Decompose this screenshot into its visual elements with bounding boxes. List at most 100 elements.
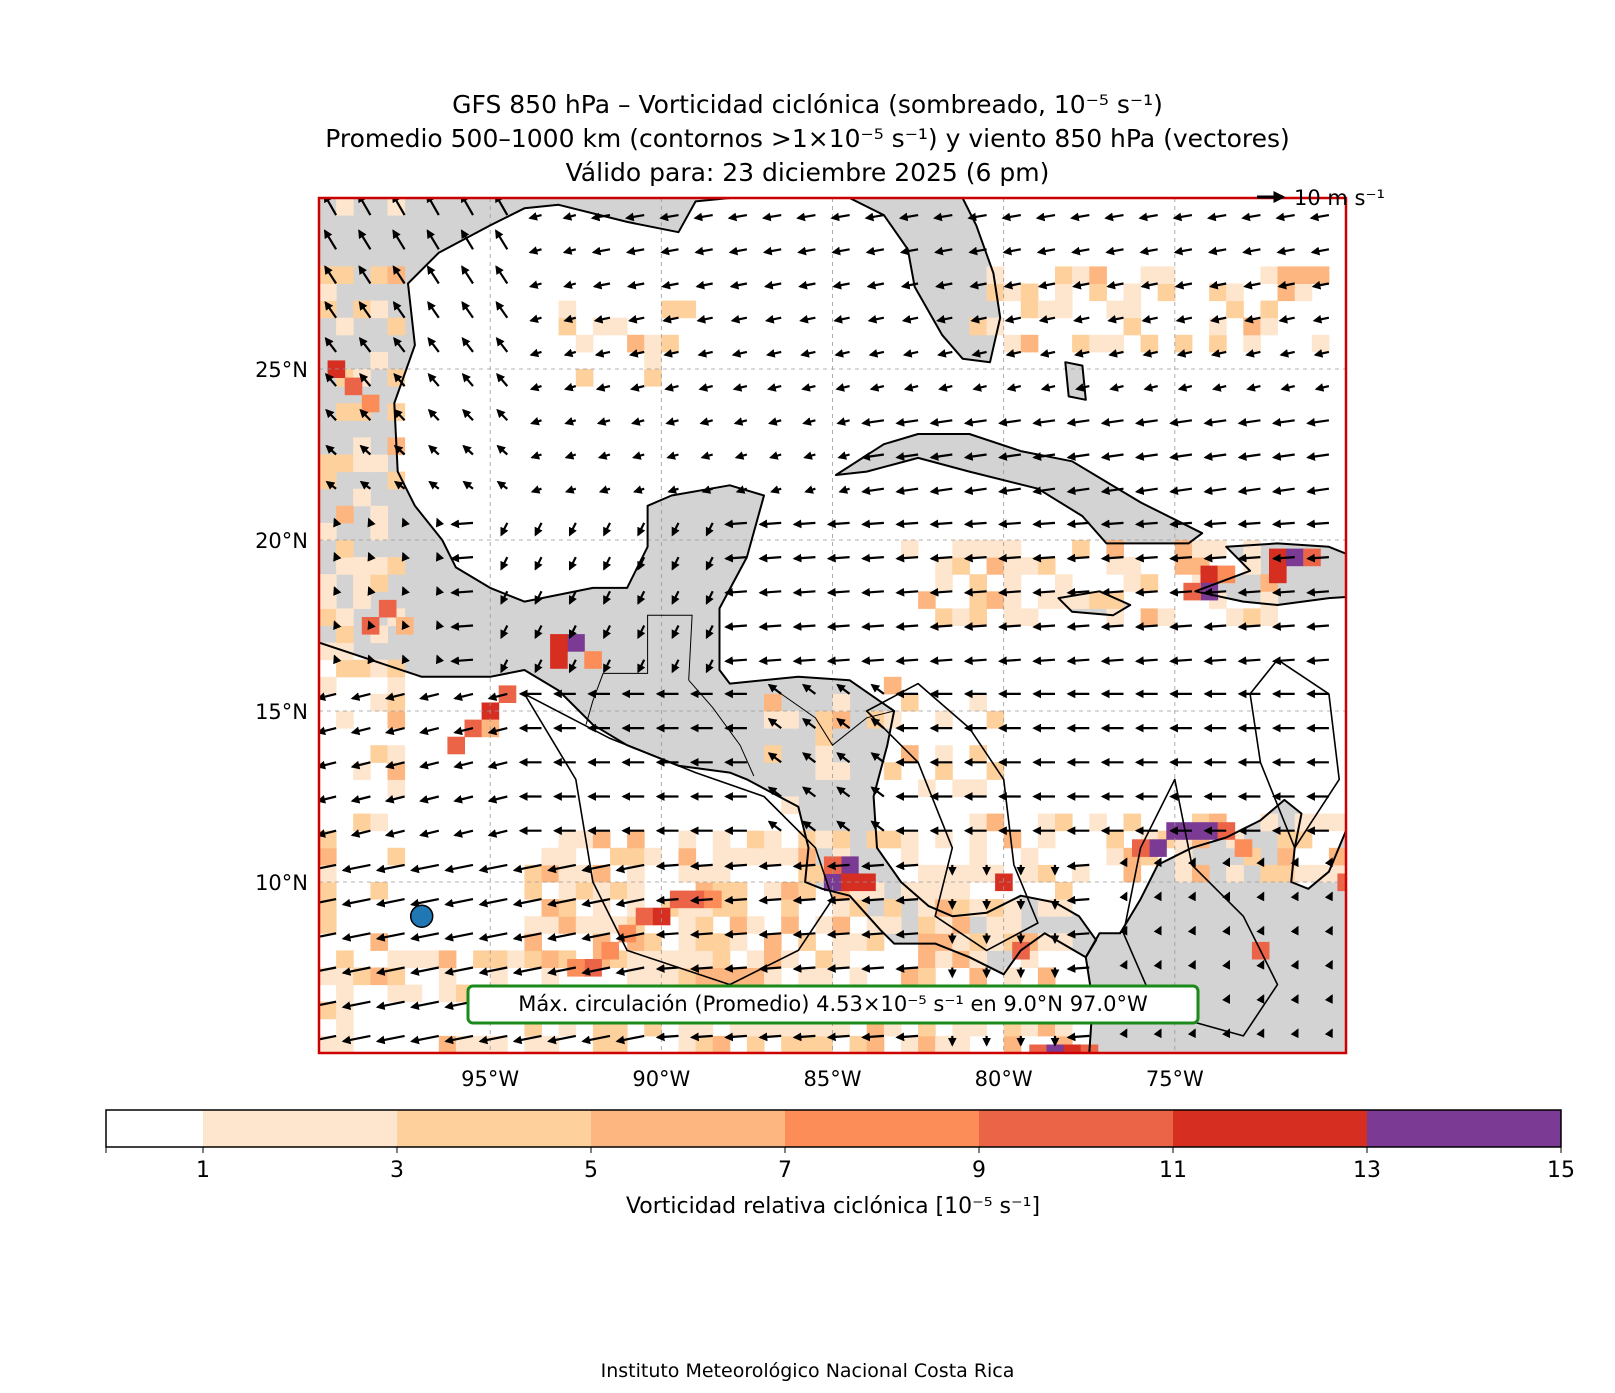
vorticity-background-cell <box>969 864 987 883</box>
wind-vector <box>861 861 884 871</box>
vorticity-background-cell <box>336 659 354 678</box>
wind-vector <box>826 656 850 666</box>
wind-vector <box>797 246 816 256</box>
vorticity-background-cell <box>387 984 406 1003</box>
vorticity-background-cell <box>610 847 628 866</box>
vorticity-background-cell <box>387 676 406 695</box>
vorticity-background-cell <box>1037 967 1056 986</box>
wind-vector <box>427 408 440 422</box>
wind-vector <box>837 451 850 460</box>
wind-vector <box>869 383 885 392</box>
wind-vector <box>426 229 440 250</box>
vorticity-background-cell <box>798 882 816 900</box>
wind-vector <box>1222 857 1231 868</box>
wind-vector <box>792 656 816 666</box>
vorticity-background-cell <box>387 950 406 968</box>
wind-vector <box>1290 857 1299 868</box>
vorticity-cell <box>550 634 568 652</box>
wind-vector <box>1169 417 1193 427</box>
wind-vector <box>563 348 577 358</box>
wind-vector <box>633 485 645 494</box>
wind-vector <box>836 820 851 832</box>
wind-vector <box>333 551 342 562</box>
wind-vector <box>929 656 953 666</box>
wind-vector <box>1153 1028 1162 1039</box>
wind-vector <box>767 820 782 832</box>
vorticity-background-cell <box>319 283 337 302</box>
vorticity-background-cell <box>575 882 594 900</box>
wind-vector <box>730 314 748 324</box>
wind-vector <box>970 314 987 324</box>
wind-vector <box>1208 280 1227 290</box>
wind-vector <box>1206 212 1227 222</box>
vorticity-background-cell <box>319 882 337 900</box>
wind-vector <box>901 314 919 324</box>
wind-vector <box>1256 891 1265 902</box>
vorticity-background-cell <box>935 762 953 780</box>
wind-vector <box>1134 486 1158 496</box>
wind-vector <box>937 349 953 358</box>
wind-vector <box>319 760 337 770</box>
vorticity-background-cell <box>1003 1035 1022 1053</box>
wind-vector <box>461 301 474 319</box>
wind-vector <box>358 229 372 250</box>
vorticity-background-cell <box>729 916 748 934</box>
vorticity-background-cell <box>1226 283 1244 302</box>
wind-vector <box>1324 857 1333 868</box>
wind-vector <box>724 929 747 939</box>
wind-vector <box>393 408 406 422</box>
wind-vector <box>762 246 782 256</box>
vorticity-background-cell <box>798 1035 816 1053</box>
vorticity-background-cell <box>918 864 936 883</box>
wind-vector <box>453 760 474 770</box>
wind-vector <box>963 519 987 529</box>
vorticity-cell <box>1183 582 1201 601</box>
wind-vector <box>1237 417 1261 427</box>
wind-vector <box>1073 314 1090 324</box>
wind-vector <box>450 622 474 631</box>
wind-vector <box>1169 622 1192 631</box>
vorticity-background-cell <box>592 864 611 883</box>
latitude-tick-label: 25°N <box>255 358 308 382</box>
vorticity-cell <box>378 599 397 618</box>
jamaica-land-coastline <box>1057 590 1132 617</box>
wind-vector <box>1169 452 1193 461</box>
wind-vector <box>375 966 405 976</box>
wind-vector <box>1134 519 1158 529</box>
wind-vector <box>689 929 713 939</box>
wind-vector <box>1002 246 1021 256</box>
wind-vector <box>1172 212 1193 222</box>
vorticity-cell <box>1063 1044 1082 1053</box>
vorticity-background-cell <box>935 916 953 934</box>
longitude-tick-label: 75°W <box>1146 1067 1204 1091</box>
vorticity-background-cell <box>627 830 645 849</box>
wind-vector <box>724 519 747 529</box>
wind-vector <box>333 654 342 665</box>
wind-vector <box>1003 280 1022 290</box>
vorticity-background-cell <box>1037 557 1056 575</box>
wind-vector <box>367 620 376 631</box>
wind-vector <box>1134 656 1158 666</box>
vorticity-background-cell <box>798 933 816 951</box>
vorticity-background-cell <box>986 317 1005 336</box>
wind-vector <box>450 553 474 563</box>
puerto-rico-land <box>1438 595 1493 609</box>
wind-vector <box>1187 925 1196 936</box>
wind-vector <box>765 349 782 358</box>
wind-vector <box>495 229 509 250</box>
wind-vector <box>826 519 850 529</box>
vorticity-background-cell <box>969 591 987 609</box>
vorticity-background-cell <box>1226 300 1244 319</box>
wind-vector <box>801 718 817 729</box>
vorticity-background-cell <box>746 847 765 866</box>
vorticity-background-cell <box>319 916 337 934</box>
wind-vector <box>325 444 337 456</box>
wind-vector <box>564 451 577 460</box>
wind-vector <box>419 760 440 770</box>
wind-vector <box>1153 925 1162 936</box>
wind-vector <box>1108 349 1124 358</box>
wind-vector <box>615 898 645 908</box>
wind-vector <box>568 659 577 674</box>
vorticity-background-cell <box>353 574 371 592</box>
wind-vector <box>1005 349 1022 358</box>
